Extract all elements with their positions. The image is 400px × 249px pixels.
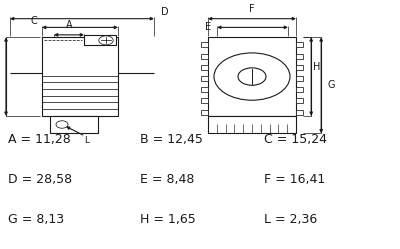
Text: E: E <box>205 22 211 32</box>
Text: F: F <box>249 4 255 14</box>
Bar <box>296 42 303 48</box>
Text: A = 11,28: A = 11,28 <box>8 133 71 146</box>
Bar <box>296 65 303 70</box>
Circle shape <box>214 53 290 100</box>
Bar <box>296 110 303 115</box>
Bar <box>84 35 116 45</box>
Bar <box>201 76 208 81</box>
Bar <box>201 87 208 92</box>
Text: D: D <box>161 7 169 17</box>
Bar <box>42 37 118 116</box>
Bar <box>296 76 303 81</box>
Bar <box>296 54 303 59</box>
Circle shape <box>238 68 266 85</box>
Bar <box>201 42 208 48</box>
Circle shape <box>99 36 113 45</box>
Text: A: A <box>66 20 72 30</box>
Bar <box>296 98 303 104</box>
Text: L = 2,36: L = 2,36 <box>264 213 317 226</box>
Bar <box>201 54 208 59</box>
Circle shape <box>56 121 68 128</box>
Bar <box>201 65 208 70</box>
Bar <box>208 37 296 116</box>
Text: D = 28,58: D = 28,58 <box>8 173 72 186</box>
Text: G = 8,13: G = 8,13 <box>8 213 64 226</box>
Text: F = 16,41: F = 16,41 <box>264 173 325 186</box>
Text: C = 15,24: C = 15,24 <box>264 133 327 146</box>
Bar <box>296 87 303 92</box>
Text: H: H <box>313 62 320 72</box>
Bar <box>201 98 208 104</box>
Text: C: C <box>30 16 37 26</box>
Bar <box>201 110 208 115</box>
Bar <box>50 116 98 133</box>
Text: B = 12,45: B = 12,45 <box>140 133 203 146</box>
Text: G: G <box>327 80 335 90</box>
Bar <box>208 116 296 133</box>
Text: B: B <box>0 71 1 82</box>
Text: H = 1,65: H = 1,65 <box>140 213 196 226</box>
Text: E = 8,48: E = 8,48 <box>140 173 194 186</box>
Text: L: L <box>84 136 89 145</box>
